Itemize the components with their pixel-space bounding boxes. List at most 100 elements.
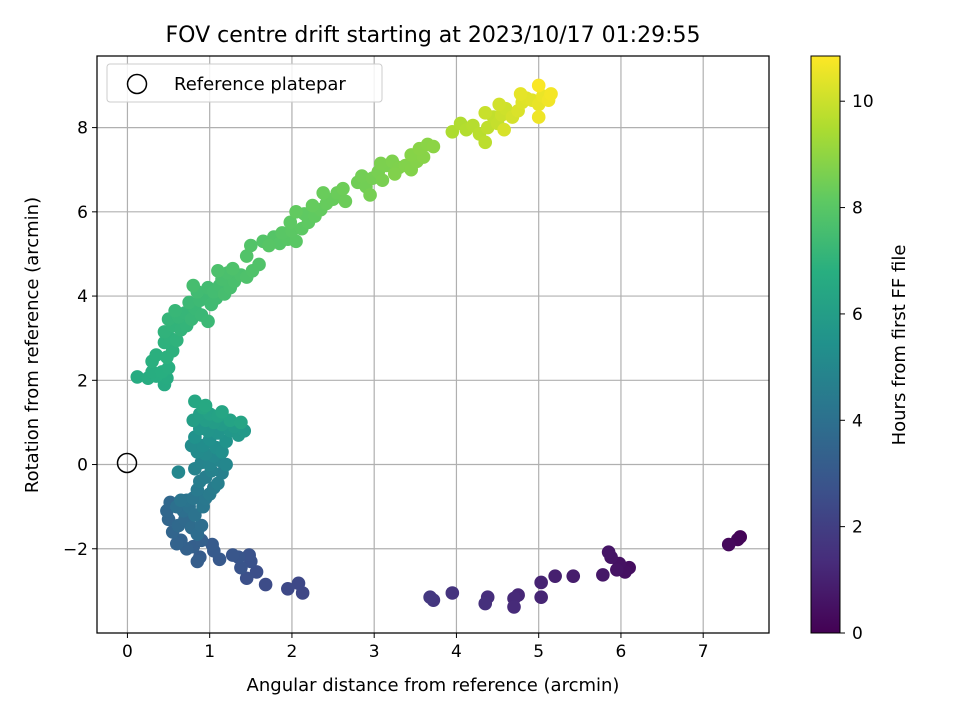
data-point xyxy=(168,304,182,318)
data-point xyxy=(497,122,511,137)
data-point xyxy=(355,169,369,183)
data-point xyxy=(219,457,233,472)
data-point xyxy=(478,135,493,150)
legend-label: Reference platepar xyxy=(174,74,346,95)
data-point xyxy=(239,571,254,586)
colorbar-tick-label: 2 xyxy=(852,518,863,538)
data-point xyxy=(507,600,521,614)
data-point xyxy=(149,348,164,362)
x-tick-label: 7 xyxy=(698,642,709,662)
data-point xyxy=(281,581,295,596)
data-point xyxy=(249,565,264,579)
x-tick-label: 2 xyxy=(287,642,298,662)
data-point xyxy=(305,198,320,213)
data-point xyxy=(186,278,201,293)
data-point xyxy=(201,314,215,329)
y-tick-label: −2 xyxy=(63,540,88,560)
data-point xyxy=(289,234,303,249)
data-point xyxy=(492,97,507,112)
data-point xyxy=(174,493,188,508)
data-point xyxy=(225,548,240,562)
colorbar-tick-label: 4 xyxy=(852,411,863,431)
x-axis-ticks: 0 1 2 3 4 5 6 7 xyxy=(122,633,709,662)
data-point xyxy=(169,536,184,551)
data-point xyxy=(534,590,548,605)
y-tick-label: 8 xyxy=(77,119,88,139)
colorbar xyxy=(810,55,841,634)
data-point xyxy=(211,476,225,491)
data-point xyxy=(336,181,350,196)
data-point xyxy=(194,518,209,533)
x-tick-label: 6 xyxy=(616,642,627,662)
data-point xyxy=(169,333,184,348)
x-tick-label: 0 xyxy=(122,642,133,662)
data-point xyxy=(188,394,202,409)
data-point xyxy=(205,537,219,552)
data-point xyxy=(145,365,159,379)
data-point xyxy=(373,156,388,171)
data-point xyxy=(211,263,225,278)
data-point xyxy=(478,596,493,611)
legend-marker xyxy=(126,73,148,95)
data-point xyxy=(283,215,298,230)
data-point xyxy=(513,87,528,101)
colorbar-ticks: 0 2 4 6 8 10 xyxy=(840,92,874,644)
data-point xyxy=(544,87,558,101)
colorbar-tick-label: 10 xyxy=(852,92,874,112)
data-point xyxy=(239,249,254,263)
data-point xyxy=(423,590,437,605)
data-point xyxy=(215,445,229,459)
data-point xyxy=(244,238,258,253)
y-tick-label: 6 xyxy=(77,203,88,223)
data-point xyxy=(531,78,546,93)
data-point xyxy=(291,576,306,591)
legend-box xyxy=(106,63,383,103)
colorbar-tick-label: 0 xyxy=(852,624,863,644)
x-tick-label: 4 xyxy=(451,642,462,662)
plot-frame xyxy=(96,55,770,634)
colorbar-tick-label: 8 xyxy=(852,199,863,219)
data-point xyxy=(223,413,238,428)
data-point xyxy=(258,577,273,592)
data-point xyxy=(252,257,266,272)
data-point xyxy=(198,398,213,413)
data-point xyxy=(219,434,233,449)
chart-title: FOV centre drift starting at 2023/10/17 … xyxy=(166,23,701,48)
x-tick-label: 3 xyxy=(369,642,380,662)
data-point xyxy=(316,186,330,200)
colorbar-tick-label: 6 xyxy=(852,305,863,325)
x-axis-label: Angular distance from reference (arcmin) xyxy=(247,675,620,696)
data-point xyxy=(225,261,240,276)
data-point xyxy=(596,568,610,582)
data-point xyxy=(161,360,176,375)
data-point xyxy=(242,548,256,562)
y-tick-label: 2 xyxy=(77,371,88,391)
data-point xyxy=(171,465,186,479)
data-point xyxy=(165,344,180,358)
x-tick-label: 1 xyxy=(204,642,215,662)
data-point xyxy=(262,238,276,253)
data-point xyxy=(234,415,248,430)
data-point xyxy=(375,173,390,188)
data-point xyxy=(363,188,377,202)
data-point xyxy=(478,106,493,120)
data-point xyxy=(566,569,581,583)
data-point xyxy=(610,563,624,577)
data-point xyxy=(445,586,460,600)
data-point xyxy=(190,554,205,569)
data-point xyxy=(338,194,353,209)
data-point xyxy=(445,125,460,139)
reference-platepar-marker xyxy=(116,452,138,474)
data-point xyxy=(534,575,548,590)
data-points xyxy=(130,78,748,614)
data-point xyxy=(188,508,202,522)
y-axis-label: Rotation from reference (arcmin) xyxy=(22,197,43,493)
y-tick-label: 0 xyxy=(77,456,88,476)
data-point xyxy=(215,405,229,419)
data-point xyxy=(721,537,736,552)
data-point xyxy=(601,545,616,559)
data-point xyxy=(426,139,441,154)
y-tick-label: 4 xyxy=(77,287,88,307)
colorbar-label: Hours from first FF file xyxy=(889,245,910,446)
